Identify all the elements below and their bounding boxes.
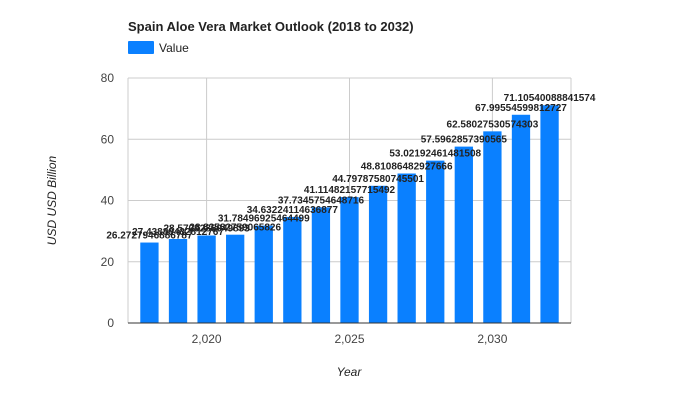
bar[interactable] xyxy=(140,242,159,323)
y-tick-label: 0 xyxy=(107,316,114,330)
bar[interactable] xyxy=(254,225,273,323)
bar[interactable] xyxy=(397,173,416,323)
bar[interactable] xyxy=(483,131,502,323)
y-tick-label: 40 xyxy=(101,194,115,208)
bar[interactable] xyxy=(426,160,445,323)
axes: 0 20 40 60 80 2,020 2,025 2,030 xyxy=(101,71,571,346)
bar[interactable] xyxy=(454,146,473,323)
y-tick-label: 60 xyxy=(101,132,115,146)
x-tick-label: 2,020 xyxy=(192,332,222,346)
bar-data-label: 34.63224114636877 xyxy=(247,205,339,216)
bar-data-label: 48.81086482927666 xyxy=(361,162,453,173)
data-labels: 26.272794688678727.4388943281276728.5709… xyxy=(106,93,596,241)
bar-data-label: 31.78496925464499 xyxy=(218,214,310,225)
bar-data-label: 27.43889432812767 xyxy=(132,227,224,238)
x-tick-label: 2,030 xyxy=(477,332,507,346)
legend-label: Value xyxy=(159,41,189,55)
bar-data-label: 62.58027530574303 xyxy=(447,119,539,130)
bar[interactable] xyxy=(283,216,302,323)
legend[interactable]: Value xyxy=(128,41,189,55)
chart-title: Spain Aloe Vera Market Outlook (2018 to … xyxy=(128,19,414,34)
bar-data-label: 71.10540088841574 xyxy=(504,93,596,104)
bar[interactable] xyxy=(340,197,359,323)
bar[interactable] xyxy=(311,207,331,323)
bar[interactable] xyxy=(540,105,559,323)
bar[interactable] xyxy=(168,238,188,323)
bar-data-label: 67.99554599812727 xyxy=(475,103,567,114)
bar-data-label: 28.83582759065826 xyxy=(189,223,281,234)
x-axis-title: Year xyxy=(337,365,363,379)
legend-swatch xyxy=(128,41,154,54)
bar-data-label: 44.79787580745501 xyxy=(332,174,424,185)
bar-data-label: 37.7345754648716 xyxy=(278,195,365,206)
bar[interactable] xyxy=(197,235,216,323)
bar-data-label: 28.5709285049893 xyxy=(163,224,250,235)
bar-data-label: 41.11482157715492 xyxy=(304,185,396,196)
y-axis-title: USD USD Billion xyxy=(45,155,59,245)
bar-data-label: 26.2727946886787 xyxy=(106,231,193,242)
y-tick-label: 20 xyxy=(101,255,115,269)
bar[interactable] xyxy=(368,185,388,323)
bar[interactable] xyxy=(226,234,245,323)
x-tick-label: 2,025 xyxy=(334,332,364,346)
bar-data-label: 53.02192461481508 xyxy=(389,149,481,160)
y-tick-label: 80 xyxy=(101,71,115,85)
bar-series-value xyxy=(140,105,559,323)
bar[interactable] xyxy=(511,114,531,323)
bar-data-label: 57.5962857390565 xyxy=(421,135,508,146)
